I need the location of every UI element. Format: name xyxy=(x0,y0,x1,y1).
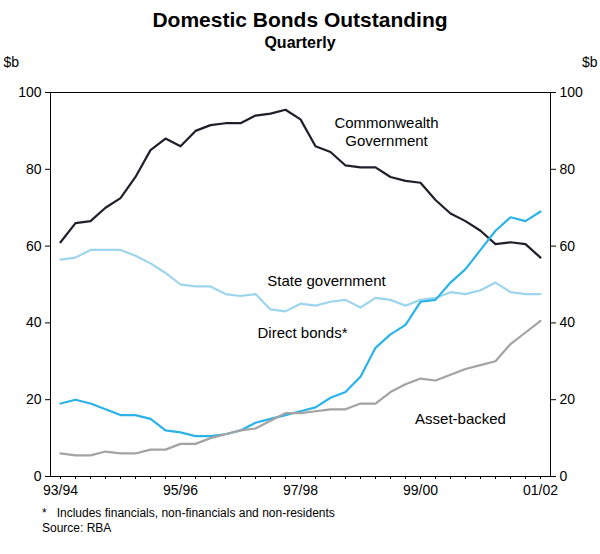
svg-text:60: 60 xyxy=(26,238,42,254)
svg-text:0: 0 xyxy=(560,468,568,484)
svg-text:60: 60 xyxy=(560,238,576,254)
svg-text:0: 0 xyxy=(34,468,42,484)
svg-text:20: 20 xyxy=(26,391,42,407)
html-text:Domestic Bonds Outstanding: Domestic Bonds Outstanding xyxy=(152,8,448,31)
svg-text:100: 100 xyxy=(18,84,42,100)
svg-text:93/94: 93/94 xyxy=(43,482,78,498)
svg-text:$b: $b xyxy=(582,54,598,70)
svg-text:Asset-backed: Asset-backed xyxy=(415,410,506,427)
html-text:Source: RBA: Source: RBA xyxy=(42,521,112,535)
svg-text:40: 40 xyxy=(26,314,42,330)
svg-text:State government: State government xyxy=(267,272,386,289)
svg-text:97/98: 97/98 xyxy=(283,482,318,498)
svg-text:$b: $b xyxy=(4,54,20,70)
svg-text:95/96: 95/96 xyxy=(163,482,198,498)
svg-text:Direct bonds*: Direct bonds* xyxy=(257,324,347,341)
svg-text:100: 100 xyxy=(560,84,584,100)
svg-text:CommonwealthGovernment: CommonwealthGovernment xyxy=(334,114,438,148)
html-text:Quarterly: Quarterly xyxy=(264,34,336,51)
svg-text:80: 80 xyxy=(560,161,576,177)
html-text:* Includes financials, non-fin: * Includes financials, non-financials an… xyxy=(42,506,335,520)
svg-text:80: 80 xyxy=(26,161,42,177)
svg-text:01/02: 01/02 xyxy=(523,482,558,498)
svg-text:20: 20 xyxy=(560,391,576,407)
svg-text:99/00: 99/00 xyxy=(403,482,438,498)
svg-text:40: 40 xyxy=(560,314,576,330)
